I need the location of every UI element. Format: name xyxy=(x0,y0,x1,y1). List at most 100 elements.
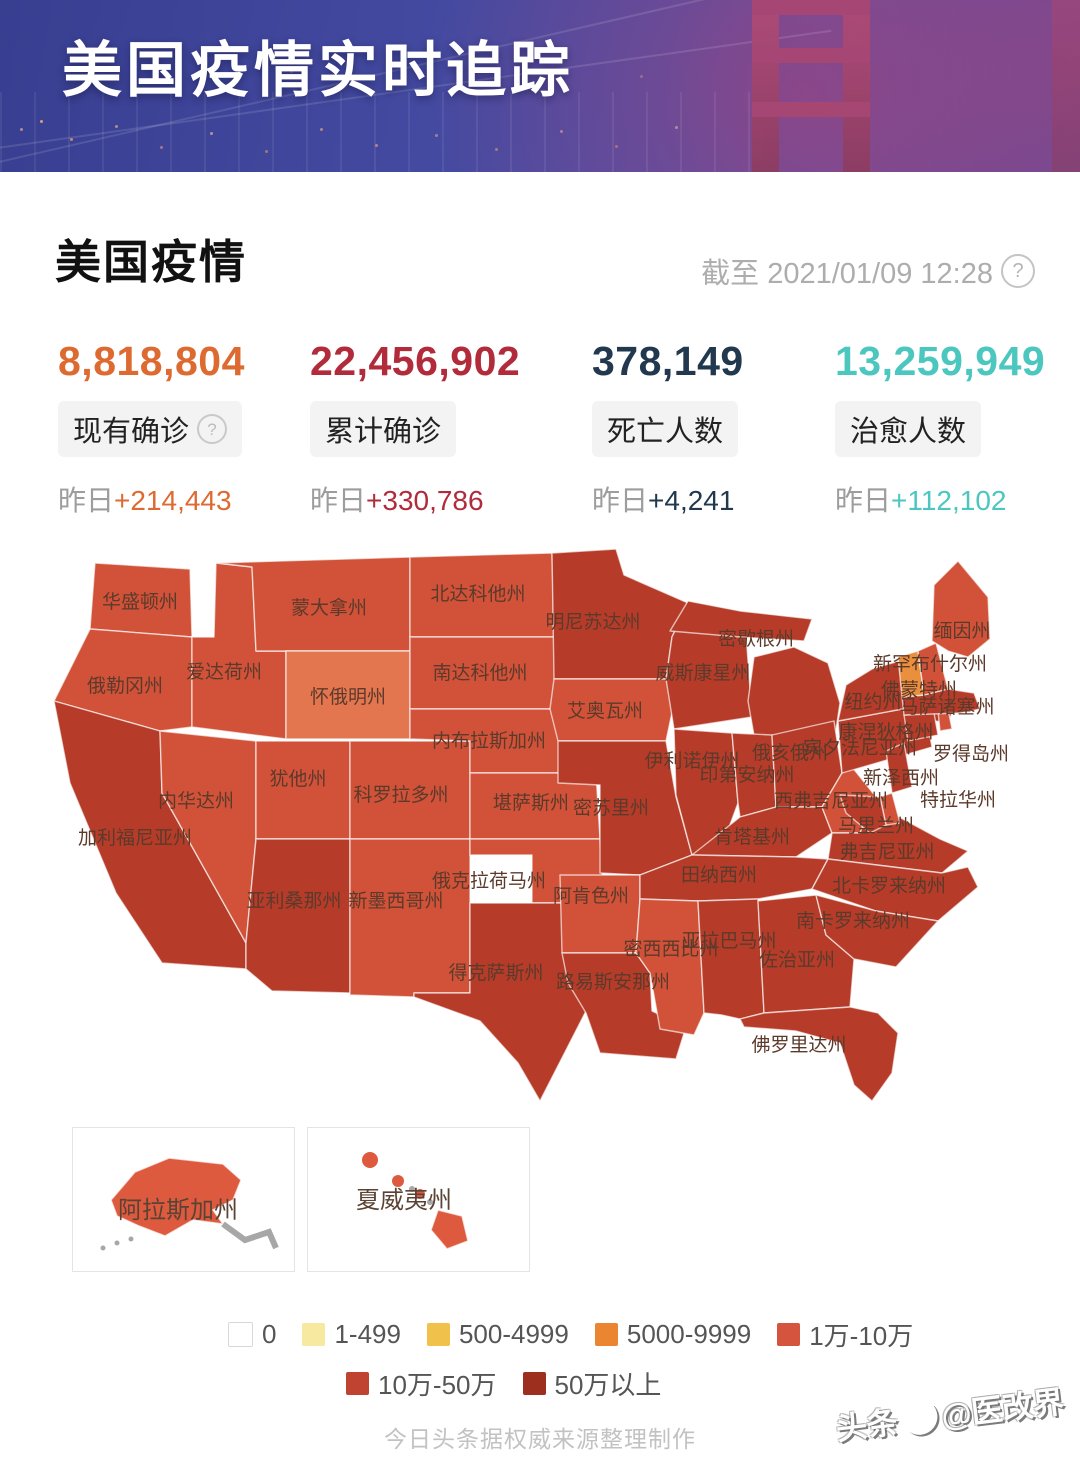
state-fl[interactable] xyxy=(739,1006,899,1102)
state-label-ia: 艾奥瓦州 xyxy=(567,700,643,722)
page-title: 美国疫情 xyxy=(55,236,247,288)
state-label-wy: 怀俄明州 xyxy=(310,686,386,708)
legend-label: 5000-9999 xyxy=(626,1319,752,1349)
stat-value: 13,259,949 xyxy=(835,338,1046,384)
state-label-or: 俄勒冈州 xyxy=(87,675,163,697)
delta-value: +330,786 xyxy=(366,485,484,516)
legend-item: 5000-9999 xyxy=(594,1316,752,1353)
state-label-ms: 密西西比州 xyxy=(623,938,718,960)
legend-swatch xyxy=(228,1322,253,1347)
state-label-pa: 宾夕法尼亚州 xyxy=(803,737,917,759)
state-label-ny: 纽约州 xyxy=(844,691,901,713)
state-mi[interactable] xyxy=(669,600,813,642)
state-label-ma: 马萨诸塞州 xyxy=(899,696,994,718)
bridge-tower xyxy=(752,0,870,172)
stat-delta: 昨日+330,786 xyxy=(310,479,592,519)
delta-prefix: 昨日 xyxy=(592,485,649,516)
stat-delta: 昨日+4,241 xyxy=(592,479,835,519)
state-label-mn: 明尼苏达州 xyxy=(545,611,640,633)
state-label-ar: 阿肯色州 xyxy=(553,885,629,907)
stat-delta: 昨日+112,102 xyxy=(835,479,1080,519)
state-sc[interactable] xyxy=(815,894,939,968)
state-label-id: 爱达荷州 xyxy=(186,661,262,683)
delta-prefix: 昨日 xyxy=(58,485,115,516)
banner-title: 美国疫情实时追踪 xyxy=(62,37,574,104)
map-legend: 0 1-499 500-4999 5000-9999 1万-10万 10万-50万 50万以… xyxy=(0,1316,1080,1402)
legend-item: 50万以上 xyxy=(522,1365,662,1402)
stat-delta: 昨日+214,443 xyxy=(58,479,310,519)
legend-row-2: 10万-50万 50万以上 xyxy=(346,1365,1080,1402)
watermark-logo-icon xyxy=(898,1396,940,1437)
bridge-tower-far xyxy=(1052,0,1080,172)
state-alaska[interactable] xyxy=(110,1157,242,1237)
stat-label-pill: 治愈人数 xyxy=(835,401,982,457)
state-label-nd: 北达科他州 xyxy=(430,583,525,605)
stat-label: 死亡人数 xyxy=(607,416,724,448)
legend-label: 50万以上 xyxy=(554,1370,662,1400)
watermark-text-left: 头条 xyxy=(833,1404,900,1447)
state-ut[interactable] xyxy=(255,740,351,840)
state-me[interactable] xyxy=(931,560,991,658)
help-icon[interactable]: ? xyxy=(1001,254,1035,288)
state-label-sd: 南达科他州 xyxy=(432,662,527,684)
state-label-wv: 西弗吉尼亚州 xyxy=(774,790,888,812)
state-or[interactable] xyxy=(53,628,193,732)
delta-value: +4,241 xyxy=(648,485,735,516)
state-label-nm: 新墨西哥州 xyxy=(348,890,443,912)
state-label-wa: 华盛顿州 xyxy=(102,591,178,613)
credit-line: 今日头条据权威来源整理制作 xyxy=(384,1426,696,1452)
state-label-nj: 新泽西州 xyxy=(863,767,939,789)
stat-value: 8,818,804 xyxy=(58,338,245,384)
state-label-al: 亚拉巴马州 xyxy=(681,930,776,952)
state-label-de: 特拉华州 xyxy=(920,789,996,811)
state-az[interactable] xyxy=(245,838,351,994)
legend-label: 10万-50万 xyxy=(378,1370,497,1400)
state-label-md: 马里兰州 xyxy=(838,815,914,837)
state-label-ky: 肯塔基州 xyxy=(714,826,790,848)
state-hawaii[interactable] xyxy=(362,1152,378,1168)
state-md[interactable] xyxy=(839,794,887,834)
hawaii-label: 夏威夷州 xyxy=(356,1187,452,1214)
stat-value: 22,456,902 xyxy=(310,338,521,384)
legend-swatch xyxy=(426,1323,450,1346)
stat-card-3: 13,259,949 治愈人数昨日+112,102 xyxy=(835,338,1080,519)
state-label-in: 印第安纳州 xyxy=(699,764,794,786)
stat-card-2: 378,149 死亡人数 昨日+4,241 xyxy=(592,338,835,519)
legend-label: 1-499 xyxy=(334,1319,401,1349)
delta-value: +112,102 xyxy=(891,485,1007,516)
state-label-ct: 康涅狄格州 xyxy=(838,721,933,743)
state-nh[interactable] xyxy=(917,642,949,696)
legend-swatch xyxy=(594,1323,618,1346)
state-label-mo: 密苏里州 xyxy=(573,797,649,819)
help-icon[interactable]: ? xyxy=(197,414,228,444)
state-label-mt: 蒙大拿州 xyxy=(291,596,367,619)
as-of-text: 截至 2021/01/09 12:28 xyxy=(701,258,993,290)
state-label-wi: 威斯康星州 xyxy=(655,662,750,684)
stat-label: 治愈人数 xyxy=(850,416,967,448)
state-ky[interactable] xyxy=(691,806,833,858)
state-label-co: 科罗拉多州 xyxy=(353,784,448,806)
stats-row: 8,818,804 现有确诊? 昨日+214,443 22,456,902 累计确诊昨日… xyxy=(58,338,1080,519)
state-label-ok: 俄克拉荷马州 xyxy=(432,870,546,892)
state-label-ri: 罗得岛州 xyxy=(933,743,1009,765)
stat-label-pill: 死亡人数 xyxy=(592,401,739,457)
legend-item: 1-499 xyxy=(302,1316,401,1353)
state-label-ut: 犹他州 xyxy=(269,768,326,790)
map-insets: 阿拉斯加州 夏威夷州 xyxy=(72,1127,1080,1272)
state-label-oh: 俄亥俄州 xyxy=(752,742,828,764)
state-label-ga: 佐治亚州 xyxy=(759,949,835,971)
legend-item: 0 xyxy=(228,1316,276,1353)
stat-label-pill: 现有确诊? xyxy=(58,401,243,457)
stat-label: 现有确诊 xyxy=(73,416,190,448)
state-label-nv: 内华达州 xyxy=(158,790,234,812)
stat-label: 累计确诊 xyxy=(325,416,442,448)
legend-swatch xyxy=(302,1323,326,1346)
legend-item: 10万-50万 xyxy=(346,1365,497,1402)
state-nc[interactable] xyxy=(811,858,979,922)
state-label-ks: 堪萨斯州 xyxy=(493,792,569,814)
state-mi[interactable] xyxy=(747,646,841,748)
state-label-nc: 北卡罗来纳州 xyxy=(832,875,946,897)
delta-prefix: 昨日 xyxy=(310,485,367,516)
state-nj[interactable] xyxy=(885,742,913,794)
